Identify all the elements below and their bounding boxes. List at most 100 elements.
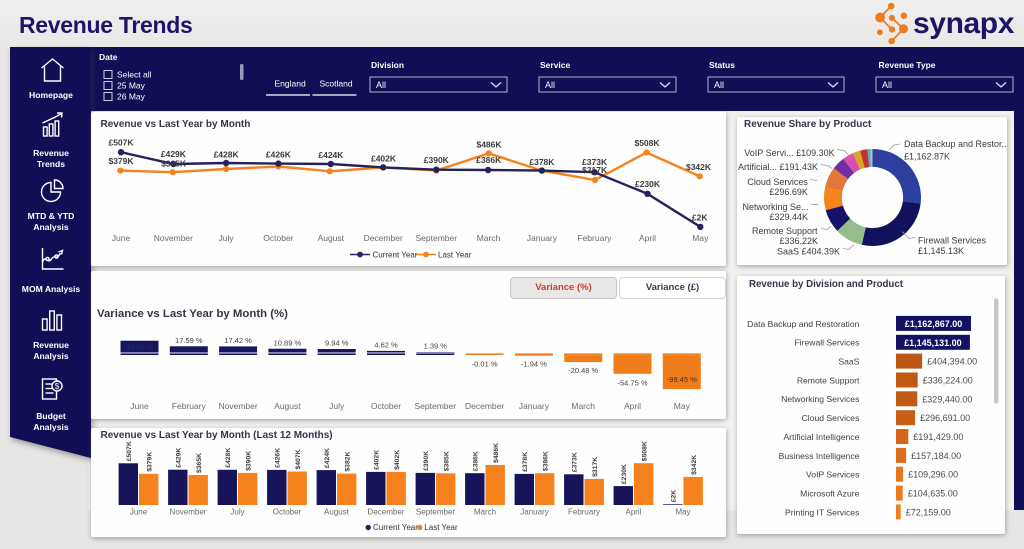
svg-text:February: February: [172, 401, 207, 411]
svg-text:£373K: £373K: [582, 157, 608, 167]
svg-text:£230K: £230K: [621, 464, 628, 484]
svg-text:September: September: [416, 233, 458, 243]
svg-text:£429K: £429K: [161, 149, 187, 159]
svg-text:£507K: £507K: [108, 138, 134, 148]
svg-text:May: May: [674, 401, 691, 411]
svg-text:Cloud Services: Cloud Services: [747, 177, 808, 187]
svg-text:Date: Date: [99, 52, 118, 62]
svg-text:VoIP Services: VoIP Services: [806, 470, 859, 480]
svg-text:November: November: [170, 508, 207, 517]
svg-text:June: June: [130, 508, 148, 517]
svg-text:$382K: $382K: [345, 451, 352, 471]
svg-text:$486K: $486K: [493, 443, 500, 463]
svg-text:synapx: synapx: [913, 7, 1015, 40]
svg-text:August: August: [274, 401, 301, 411]
svg-text:Analysis: Analysis: [33, 351, 69, 361]
svg-text:£329.44K: £329.44K: [769, 212, 808, 222]
svg-text:1.39 %: 1.39 %: [424, 342, 448, 351]
svg-text:$508K: $508K: [634, 138, 660, 148]
svg-text:October: October: [263, 233, 293, 243]
svg-text:Variance vs Last Year by Month: Variance vs Last Year by Month (%): [97, 308, 288, 320]
svg-text:£402K: £402K: [371, 154, 397, 164]
svg-text:January: January: [519, 401, 550, 411]
svg-text:$407K: $407K: [295, 449, 302, 469]
svg-text:25 May: 25 May: [117, 81, 146, 91]
svg-text:£424K: £424K: [324, 448, 331, 468]
svg-text:Current Year: Current Year: [373, 523, 418, 532]
svg-text:Remote Support: Remote Support: [797, 375, 860, 385]
svg-text:October: October: [273, 508, 302, 517]
svg-text:17.42 %: 17.42 %: [224, 336, 252, 345]
svg-text:England: England: [275, 79, 306, 89]
svg-text:£157,184.00: £157,184.00: [911, 451, 961, 461]
svg-text:February: February: [577, 233, 612, 243]
svg-text:March: March: [474, 508, 496, 517]
svg-text:All: All: [545, 80, 555, 90]
svg-text:MOM Analysis: MOM Analysis: [22, 284, 81, 294]
svg-text:All: All: [714, 80, 724, 90]
svg-text:Revenue by Division and Produc: Revenue by Division and Product: [749, 279, 904, 290]
svg-text:10.89 %: 10.89 %: [274, 338, 302, 347]
svg-text:July: July: [329, 401, 345, 411]
svg-text:November: November: [218, 401, 257, 411]
svg-text:£386K: £386K: [476, 155, 502, 165]
svg-text:Remote Support: Remote Support: [752, 226, 818, 236]
svg-text:Firewall Services: Firewall Services: [794, 338, 859, 348]
svg-text:$365K: $365K: [161, 159, 187, 169]
svg-text:$342K: $342K: [686, 162, 712, 172]
svg-text:Select all: Select all: [117, 70, 152, 80]
svg-text:£404,394.00: £404,394.00: [927, 357, 977, 367]
svg-text:June: June: [130, 401, 149, 411]
svg-text:Data Backup and Restoration: Data Backup and Restoration: [747, 319, 859, 329]
svg-text:-20.48 %: -20.48 %: [568, 366, 598, 375]
svg-text:$379K: $379K: [108, 156, 134, 166]
svg-text:Printing IT Services: Printing IT Services: [785, 507, 859, 517]
svg-text:£428K: £428K: [214, 149, 240, 159]
svg-text:December: December: [368, 508, 405, 517]
svg-text:£1,145.13K: £1,145.13K: [918, 246, 964, 256]
svg-text:26 May: 26 May: [117, 92, 146, 102]
svg-text:$365K: $365K: [196, 453, 203, 473]
svg-text:£1,162,867.00: £1,162,867.00: [905, 319, 963, 329]
svg-text:£336.22K: £336.22K: [779, 236, 818, 246]
svg-text:Microsoft Azure: Microsoft Azure: [800, 489, 859, 499]
svg-text:£402K: £402K: [374, 450, 381, 470]
svg-text:£296,691.00: £296,691.00: [920, 413, 970, 423]
svg-text:August: August: [324, 508, 350, 517]
svg-text:£109,296.00: £109,296.00: [908, 470, 958, 480]
svg-text:Revenue vs Last Year by Month: Revenue vs Last Year by Month (Last 12 M…: [101, 430, 333, 441]
svg-text:£1,145,131.00: £1,145,131.00: [904, 338, 962, 348]
svg-text:SaaS: SaaS: [838, 357, 859, 367]
svg-text:£424K: £424K: [318, 150, 344, 160]
svg-text:Analysis: Analysis: [33, 222, 69, 232]
svg-text:SaaS £404.39K: SaaS £404.39K: [777, 246, 840, 256]
svg-text:Networking Services: Networking Services: [781, 394, 859, 404]
svg-text:November: November: [154, 233, 193, 243]
svg-text:$317K: $317K: [582, 165, 608, 175]
svg-text:MTD & YTD: MTD & YTD: [28, 211, 75, 221]
svg-text:Homepage: Homepage: [29, 90, 73, 100]
svg-text:Business Intelligence: Business Intelligence: [779, 451, 860, 461]
svg-text:Analysis: Analysis: [33, 422, 69, 432]
svg-text:Status: Status: [709, 60, 735, 70]
svg-text:Trends: Trends: [37, 159, 65, 169]
svg-text:April: April: [639, 233, 656, 243]
svg-text:April: April: [625, 508, 641, 517]
svg-text:Revenue: Revenue: [33, 340, 69, 350]
svg-text:May: May: [692, 233, 709, 243]
svg-text:Data Backup and Restor...: Data Backup and Restor...: [904, 139, 1007, 149]
svg-text:February: February: [568, 508, 600, 517]
svg-text:£429K: £429K: [176, 448, 183, 468]
svg-text:£428K: £428K: [225, 448, 232, 468]
svg-text:$508K: $508K: [642, 441, 649, 461]
svg-text:£2K: £2K: [692, 213, 708, 223]
svg-text:£378K: £378K: [529, 157, 555, 167]
svg-text:Division: Division: [371, 60, 404, 70]
svg-text:4.62 %: 4.62 %: [374, 341, 398, 350]
svg-text:Networking Se...: Networking Se...: [742, 202, 808, 212]
svg-text:$379K: $379K: [147, 452, 154, 472]
svg-text:£2K: £2K: [671, 490, 678, 503]
svg-text:£230K: £230K: [635, 179, 661, 189]
svg-text:Service: Service: [540, 60, 571, 70]
svg-text:Scotland: Scotland: [320, 79, 353, 89]
